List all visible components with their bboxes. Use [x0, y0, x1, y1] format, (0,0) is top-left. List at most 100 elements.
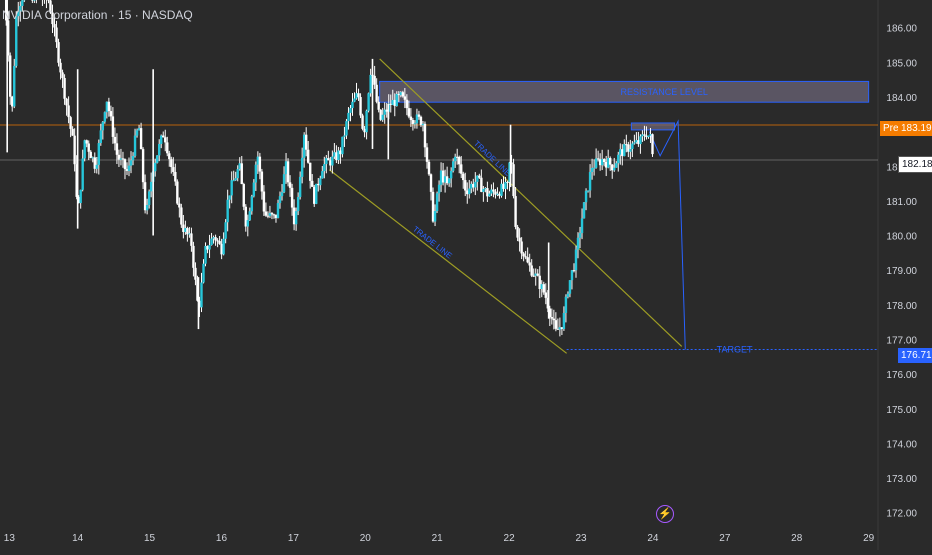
candle-body	[98, 143, 100, 165]
candle-body	[63, 78, 65, 99]
candle-body	[331, 157, 333, 166]
candle-body	[543, 284, 545, 292]
candle-body	[309, 163, 311, 181]
candle-body	[194, 268, 196, 280]
candle-body	[73, 136, 75, 165]
candle-body	[156, 155, 158, 162]
candle-body	[609, 158, 611, 165]
candle-body	[67, 105, 69, 117]
candle-body	[438, 185, 440, 194]
candle-body	[369, 75, 371, 93]
candle-body	[96, 165, 98, 169]
candle-body	[341, 137, 343, 154]
candle-body	[104, 112, 106, 122]
candle-body	[524, 256, 526, 257]
candle-body	[162, 136, 164, 138]
candle-body	[110, 111, 112, 116]
candle-body	[251, 196, 253, 211]
candle-body	[633, 142, 635, 143]
candle-body	[208, 245, 210, 249]
candle-body	[585, 191, 587, 202]
candle-body	[301, 158, 303, 177]
trade-line	[329, 170, 566, 354]
x-tick-label: 20	[360, 533, 372, 544]
pre-market-price-badge: 183.19	[898, 121, 932, 136]
y-tick-label: 179.00	[886, 266, 917, 277]
y-tick-label: 174.00	[886, 439, 917, 450]
candle-body	[174, 172, 176, 182]
candle-body	[492, 190, 494, 192]
candle-body	[108, 102, 110, 111]
candle-body	[190, 233, 192, 245]
x-tick-label: 22	[504, 533, 516, 544]
candle-body	[176, 182, 178, 204]
candle-body	[587, 190, 589, 191]
candle-body	[551, 317, 553, 319]
candle-body	[279, 196, 281, 203]
trade-line-label: TRADE LINE	[411, 225, 454, 261]
candle-body	[474, 182, 476, 188]
x-tick-label: 15	[144, 533, 156, 544]
candle-body	[271, 213, 273, 214]
candle-body	[579, 233, 581, 238]
candle-body	[241, 163, 243, 184]
candle-body	[166, 142, 168, 153]
candle-body	[130, 160, 132, 165]
x-tick-label: 27	[719, 533, 731, 544]
candle-body	[375, 85, 377, 102]
x-tick-label: 17	[288, 533, 300, 544]
candle-body	[277, 203, 279, 218]
candle-body	[377, 102, 379, 110]
y-tick-label: 181.00	[886, 197, 917, 208]
candle-body	[259, 157, 261, 172]
candle-body	[253, 183, 255, 197]
candle-body	[643, 134, 645, 135]
candle-body	[114, 137, 116, 143]
candle-body	[237, 169, 239, 178]
candle-body	[102, 122, 104, 131]
y-tick-label: 178.00	[886, 301, 917, 312]
candle-body	[116, 143, 118, 154]
candle-body	[482, 189, 484, 192]
candle-body	[235, 178, 237, 180]
candle-body	[88, 144, 90, 152]
candle-body	[307, 150, 309, 163]
candle-body	[243, 184, 245, 207]
candle-body	[172, 167, 174, 172]
candle-body	[281, 192, 283, 196]
candle-body	[615, 163, 617, 168]
candle-body	[520, 241, 522, 253]
candle-body	[154, 163, 156, 171]
candle-body	[150, 182, 152, 192]
candle-body	[448, 178, 450, 183]
candle-body	[450, 171, 452, 179]
candle-body	[418, 114, 420, 116]
candle-body	[124, 159, 126, 169]
lightning-icon[interactable]: ⚡	[656, 505, 674, 523]
candle-body	[537, 274, 539, 276]
target-price-badge: 176.71	[898, 348, 932, 363]
candle-body	[180, 207, 182, 224]
candle-body	[90, 152, 92, 158]
candle-body	[192, 246, 194, 268]
candle-body	[488, 194, 490, 197]
candle-body	[261, 172, 263, 192]
candle-body	[218, 241, 220, 244]
y-tick-label: 186.00	[886, 24, 917, 35]
entry-zone	[631, 123, 674, 130]
candle-body	[629, 149, 631, 152]
candle-body	[65, 99, 67, 106]
candle-body	[265, 212, 267, 216]
candle-body	[575, 249, 577, 270]
candle-body	[436, 193, 438, 211]
candle-body	[404, 96, 406, 99]
candle-body	[402, 92, 404, 96]
candle-body	[327, 158, 329, 160]
candle-body	[434, 211, 436, 222]
candle-body	[365, 111, 367, 132]
candle-body	[530, 265, 532, 275]
candle-body	[617, 155, 619, 164]
candle-body	[353, 98, 355, 101]
